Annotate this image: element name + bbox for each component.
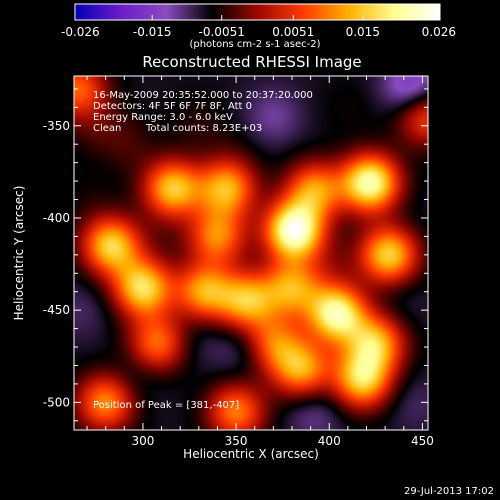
- y-axis-label: Heliocentric Y (arcsec): [12, 186, 26, 321]
- y-tick-label: -450: [43, 303, 70, 317]
- heatmap-image: [74, 76, 428, 430]
- annotation-energy: Energy Range: 3.0 - 6.0 keV: [93, 112, 233, 123]
- plot-frame: [73, 75, 429, 431]
- annotation-time-range: 16-May-2009 20:35:52.000 to 20:37:20.000: [93, 90, 313, 101]
- x-tick-label: 450: [411, 434, 434, 448]
- colorbar: -0.026 -0.015 -0.0051 0.0051 0.015 0.026 (pho…: [61, 3, 456, 50]
- annotation-peak-position: Position of Peak = [381,-407]: [93, 400, 239, 411]
- y-tick-label: -500: [43, 395, 70, 409]
- colorbar-tick-label: 0.015: [346, 25, 380, 39]
- y-tick-label: -350: [43, 119, 70, 133]
- colorbar-gradient: [74, 3, 441, 21]
- x-tick-label: 400: [318, 434, 341, 448]
- footer-timestamp: 29-Jul-2013 17:02: [404, 486, 494, 497]
- colorbar-tick-label: 0.0051: [272, 25, 314, 39]
- annotation-detectors: Detectors: 4F 5F 6F 7F 8F, Att 0: [93, 101, 252, 112]
- plot-area: 300 350 400 450 -350 -400 -450 -500: [43, 75, 434, 448]
- colorbar-tick-label: -0.026: [61, 25, 100, 39]
- x-axis-label: Heliocentric X (arcsec): [183, 447, 319, 461]
- annotations: 16-May-2009 20:35:52.000 to 20:37:20.000…: [93, 90, 313, 411]
- colorbar-tick-label: 0.026: [422, 25, 456, 39]
- x-tick-label: 350: [225, 434, 248, 448]
- y-axis-ticks: -350 -400 -450 -500: [43, 88, 428, 422]
- colorbar-ticks: -0.026 -0.015 -0.0051 0.0051 0.015 0.026: [61, 15, 456, 39]
- chart-title: Reconstructed RHESSI Image: [142, 53, 361, 71]
- x-axis-ticks: 300 350 400 450: [86, 76, 434, 448]
- annotation-clean: Clean: [93, 123, 121, 134]
- colorbar-tick-label: -0.0051: [199, 25, 245, 39]
- x-tick-label: 300: [131, 434, 154, 448]
- colorbar-unit-label: (photons cm-2 s-1 asec-2): [189, 39, 320, 50]
- colorbar-tick-label: -0.015: [133, 25, 172, 39]
- annotation-counts: Total counts: 8.23E+03: [145, 123, 262, 134]
- y-tick-label: -400: [43, 211, 70, 225]
